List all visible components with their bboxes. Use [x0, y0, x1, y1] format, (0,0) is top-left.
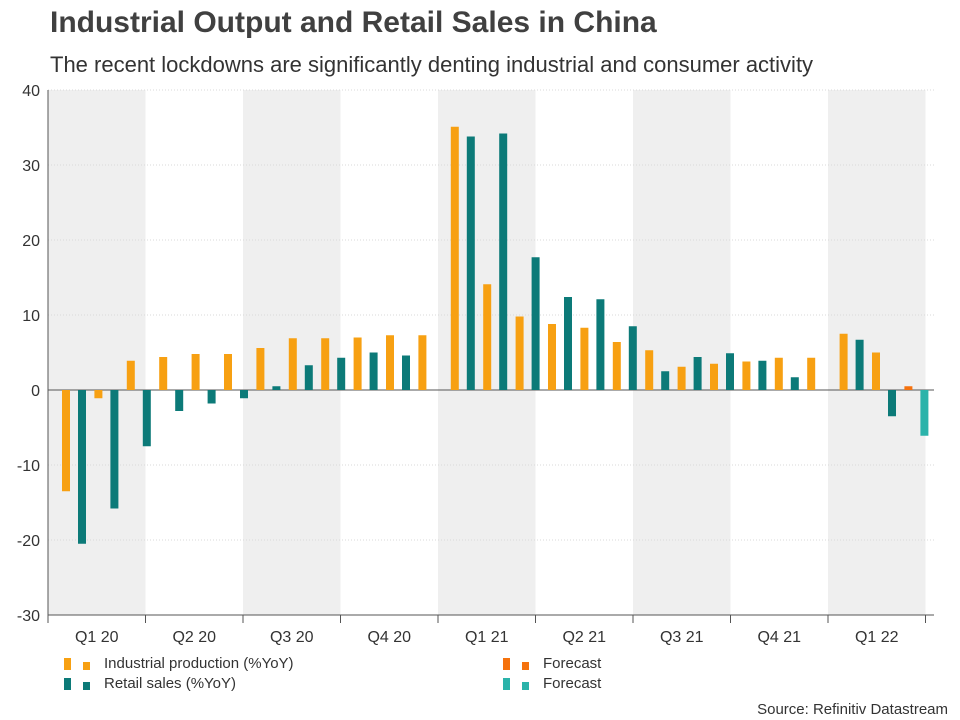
- x-tick-label: Q3 21: [660, 629, 704, 646]
- bar-industrial: [580, 327, 589, 390]
- x-tick-label: Q2 20: [172, 629, 216, 646]
- bar-industrial: [807, 357, 816, 390]
- bar-industrial: [256, 348, 265, 390]
- quarter-shade: [48, 90, 146, 615]
- legend-label-forecast-retail: Forecast: [543, 675, 602, 692]
- chart-subtitle: The recent lockdowns are significantly d…: [50, 52, 814, 77]
- chart-title: Industrial Output and Retail Sales in Ch…: [50, 6, 657, 39]
- bar-industrial: [321, 338, 330, 390]
- bar-industrial-forecast: [904, 386, 913, 390]
- bar-industrial: [191, 354, 200, 390]
- y-tick-label: -20: [17, 533, 40, 550]
- bar-retail: [304, 365, 313, 390]
- bar-industrial: [612, 342, 621, 390]
- bar-retail: [110, 390, 119, 509]
- bar-industrial: [645, 350, 654, 390]
- bar-retail: [790, 377, 799, 390]
- legend-swatch-forecast-industrial-2: [522, 662, 529, 670]
- bar-retail: [726, 353, 734, 390]
- bar-retail: [272, 386, 281, 390]
- bar-industrial: [126, 360, 135, 390]
- legend-swatch-retail-1: [64, 678, 71, 690]
- bar-retail: [499, 133, 508, 390]
- bar-retail-forecast: [920, 390, 929, 436]
- bar-retail: [596, 299, 605, 390]
- x-tick-label: Q2 21: [562, 629, 606, 646]
- y-tick-label: 20: [22, 233, 40, 250]
- bar-industrial: [418, 335, 427, 390]
- bar-industrial: [386, 335, 394, 390]
- y-tick-label: -10: [17, 458, 40, 475]
- bar-industrial: [548, 324, 556, 390]
- legend-swatch-forecast-retail-2: [522, 682, 529, 690]
- bar-industrial: [872, 352, 880, 390]
- legend-swatch-forecast-industrial-1: [503, 658, 510, 670]
- bar-industrial: [224, 354, 232, 390]
- bar-retail: [855, 339, 864, 390]
- legend-label-forecast-industrial: Forecast: [543, 655, 602, 672]
- bar-retail: [693, 357, 702, 390]
- x-tick-label: Q1 22: [855, 629, 899, 646]
- y-tick-label: 40: [22, 83, 40, 100]
- legend-swatch-industrial-1: [64, 658, 71, 670]
- y-tick-label: 30: [22, 158, 40, 175]
- bar-industrial: [288, 338, 297, 390]
- bar-retail: [661, 371, 670, 390]
- bar-industrial: [515, 316, 524, 390]
- bar-industrial: [839, 333, 848, 390]
- x-tick-label: Q4 21: [757, 629, 801, 646]
- bar-retail: [466, 136, 475, 390]
- bar-industrial: [677, 366, 686, 390]
- bar-industrial: [62, 390, 70, 492]
- source-note: Source: Refinitiv Datastream: [757, 701, 948, 718]
- y-tick-label: 0: [31, 383, 40, 400]
- bar-industrial: [450, 126, 459, 390]
- x-tick-label: Q1 21: [465, 629, 509, 646]
- bar-retail: [758, 360, 767, 390]
- legend-swatch-industrial-2: [83, 662, 90, 670]
- bar-retail: [337, 357, 346, 390]
- legend-swatch-retail-2: [83, 682, 90, 690]
- bar-retail: [402, 355, 410, 390]
- y-tick-label: -30: [17, 608, 40, 625]
- bar-industrial: [742, 361, 751, 390]
- bar-retail: [175, 390, 184, 411]
- bar-retail: [531, 257, 540, 390]
- x-tick-label: Q1 20: [75, 629, 119, 646]
- legend-swatch-forecast-retail-1: [503, 678, 510, 690]
- bar-retail: [207, 390, 216, 404]
- bar-retail: [628, 326, 637, 390]
- bar-retail: [142, 390, 151, 447]
- bar-industrial: [353, 337, 362, 390]
- x-tick-label: Q4 20: [367, 629, 411, 646]
- bar-industrial: [483, 284, 492, 390]
- x-tick-label: Q3 20: [270, 629, 314, 646]
- bar-industrial: [774, 357, 783, 390]
- bar-retail: [240, 390, 248, 399]
- bar-industrial: [710, 363, 718, 390]
- bar-retail: [888, 390, 896, 417]
- bar-industrial: [94, 390, 103, 399]
- legend-label-industrial: Industrial production (%YoY): [104, 655, 294, 672]
- bar-industrial: [159, 357, 168, 390]
- y-tick-label: 10: [22, 308, 40, 325]
- bar-retail: [369, 352, 378, 390]
- bar-retail: [564, 297, 572, 390]
- bar-retail: [78, 390, 86, 544]
- legend-label-retail: Retail sales (%YoY): [104, 675, 237, 692]
